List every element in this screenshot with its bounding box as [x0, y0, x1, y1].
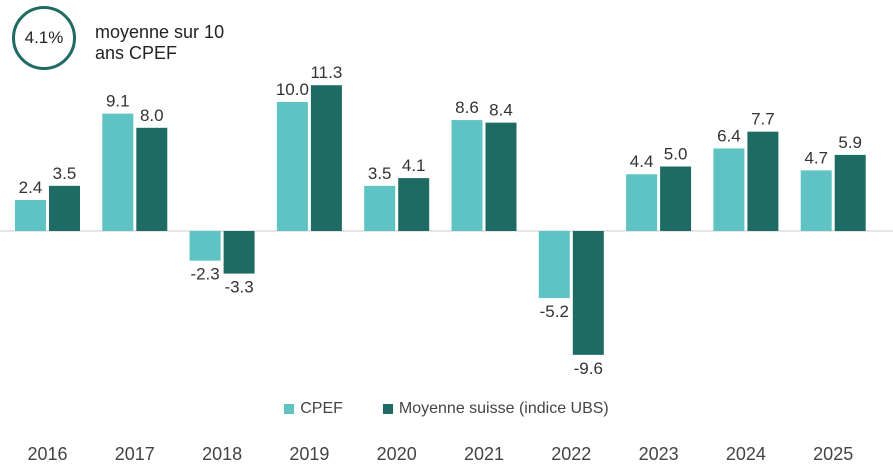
data-label-suisse-2024: 7.7 [751, 110, 775, 129]
data-label-cpef-2021: 8.6 [455, 98, 479, 117]
data-label-suisse-2020: 4.1 [402, 156, 426, 175]
x-tick-label-2017: 2017 [115, 444, 155, 464]
bar-suisse-2017 [136, 127, 168, 231]
legend-label-cpef: CPEF [300, 400, 343, 417]
x-tick-label-2022: 2022 [551, 444, 591, 464]
legend-item-suisse: Moyenne suisse (indice UBS) [382, 400, 609, 418]
legend-swatch-suisse [382, 404, 393, 414]
bar-cpef-2020 [364, 185, 396, 231]
bar-cpef-2018 [189, 231, 221, 261]
chart-legend: CPEF Moyenne suisse (indice UBS) [0, 400, 893, 418]
data-label-suisse-2016: 3.5 [53, 164, 77, 183]
bar-suisse-2023 [660, 166, 692, 231]
data-label-suisse-2021: 8.4 [489, 101, 513, 120]
x-tick-label-2023: 2023 [639, 444, 679, 464]
bar-cpef-2019 [276, 102, 308, 231]
data-label-cpef-2017: 9.1 [106, 92, 130, 111]
data-label-cpef-2024: 6.4 [717, 126, 741, 145]
data-label-cpef-2023: 4.4 [630, 152, 654, 171]
x-tick-label-2025: 2025 [813, 444, 853, 464]
x-tick-label-2016: 2016 [27, 444, 67, 464]
data-label-suisse-2025: 5.9 [838, 133, 862, 152]
data-label-suisse-2019: 11.3 [310, 63, 342, 82]
bar-cpef-2025 [800, 170, 832, 231]
bar-suisse-2024 [747, 131, 779, 231]
legend-swatch-cpef [284, 404, 295, 414]
bar-suisse-2018 [223, 231, 255, 274]
bar-cpef-2016 [15, 200, 46, 231]
data-label-cpef-2018: -2.3 [190, 265, 219, 284]
bar-cpef-2023 [626, 174, 658, 231]
x-tick-label-2020: 2020 [377, 444, 417, 464]
x-tick-label-2024: 2024 [726, 444, 766, 464]
bar-cpef-2024 [713, 148, 745, 231]
legend-item-cpef: CPEF [284, 400, 343, 418]
data-label-cpef-2022: -5.2 [540, 302, 569, 321]
data-label-cpef-2019: 10.0 [276, 80, 309, 99]
data-label-suisse-2018: -3.3 [224, 278, 253, 297]
bar-suisse-2025 [834, 154, 866, 231]
data-label-suisse-2017: 8.0 [140, 106, 164, 125]
data-label-cpef-2016: 2.4 [19, 178, 43, 197]
bar-cpef-2017 [102, 113, 134, 231]
bar-suisse-2019 [310, 85, 342, 231]
bar-suisse-2021 [485, 122, 517, 231]
bar-cpef-2022 [538, 231, 570, 299]
data-label-suisse-2022: -9.6 [574, 359, 603, 378]
bar-cpef-2021 [451, 120, 483, 231]
bar-suisse-2016 [49, 185, 80, 231]
average-badge-value: 4.1% [24, 28, 64, 47]
average-badge-label: moyenne sur 10 ans CPEF [95, 22, 225, 63]
bar-suisse-2022 [572, 231, 604, 355]
average-badge: 4.1% [12, 6, 76, 70]
legend-label-suisse: Moyenne suisse (indice UBS) [398, 400, 609, 417]
bar-suisse-2020 [398, 178, 430, 231]
data-label-cpef-2020: 3.5 [368, 164, 392, 183]
x-tick-label-2019: 2019 [289, 444, 329, 464]
data-label-suisse-2023: 5.0 [664, 145, 688, 164]
x-tick-label-2018: 2018 [202, 444, 242, 464]
data-label-cpef-2025: 4.7 [804, 148, 828, 167]
x-tick-label-2021: 2021 [464, 444, 504, 464]
